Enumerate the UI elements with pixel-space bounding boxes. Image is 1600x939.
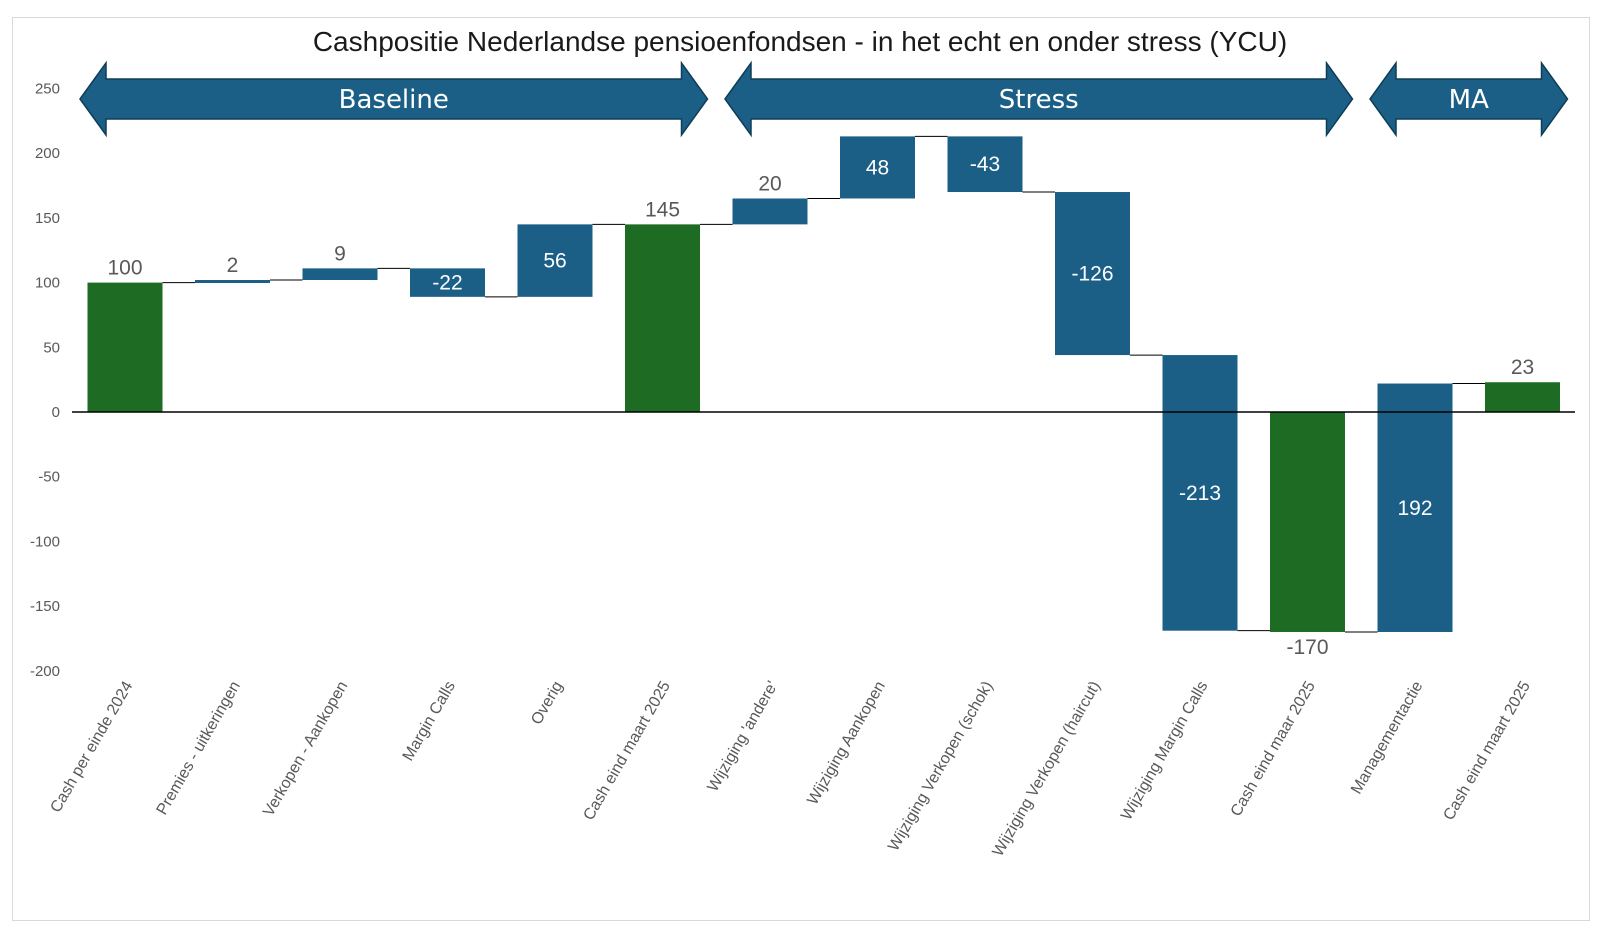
y-axis: 250 200 150 100 50 0 -50 -100 -150 -200 — [30, 81, 60, 680]
total-bar — [1485, 382, 1560, 412]
category-label: Premies - uitkeringen — [154, 679, 244, 818]
data-label: -213 — [1179, 482, 1221, 505]
total-bar — [87, 282, 163, 412]
y-tick-label: 50 — [43, 339, 60, 356]
total-bar — [1270, 412, 1345, 632]
y-tick-label: -200 — [30, 663, 60, 680]
phase-arrow — [1369, 60, 1569, 138]
delta-bar — [840, 136, 915, 199]
category-label: Wijziging 'andere' — [705, 679, 782, 795]
y-tick-label: 100 — [35, 275, 60, 292]
data-label: 48 — [866, 156, 889, 179]
delta-bar — [732, 198, 808, 225]
delta-bar — [517, 224, 593, 297]
category-label: Wijziging Aankopen — [804, 679, 889, 808]
data-label: -170 — [1286, 636, 1328, 659]
y-tick-label: 250 — [35, 81, 60, 98]
delta-bar — [1377, 383, 1453, 632]
phase-label: Stress — [999, 85, 1079, 115]
connectors — [162, 135, 1485, 633]
delta-bar — [1055, 192, 1130, 356]
data-label: 56 — [543, 250, 566, 273]
chart-title: Cashpositie Nederlandse pensioenfondsen … — [312, 26, 1288, 57]
delta-bar — [410, 268, 485, 297]
category-label: Wijziging Verkopen (schok) — [885, 679, 996, 855]
y-tick-label: -100 — [30, 533, 60, 550]
phase-label: MA — [1449, 85, 1489, 115]
category-label: Verkopen - Aankopen — [260, 679, 351, 820]
phase-arrows: Baseline Stress MA — [79, 60, 1569, 138]
bars — [87, 136, 1560, 632]
phase-arrow — [724, 60, 1354, 138]
data-label: 20 — [758, 172, 781, 195]
category-label: Overig — [528, 679, 566, 728]
y-tick-label: 0 — [52, 404, 60, 421]
category-label: Cash eind maart 2025 — [1441, 678, 1534, 823]
delta-bar — [302, 268, 378, 281]
y-tick-label: -50 — [38, 469, 60, 486]
phase-label: Baseline — [339, 85, 449, 115]
data-label: 23 — [1511, 356, 1534, 379]
y-tick-label: 200 — [35, 145, 60, 162]
category-label: Wijziging Verkopen (haircut) — [990, 679, 1104, 860]
category-label: Margin Calls — [400, 679, 459, 765]
data-label: -43 — [970, 153, 1000, 176]
delta-bar — [947, 136, 1023, 193]
x-axis: Cash per einde 2024 Premies - uitkeringen… — [47, 678, 1534, 859]
value-labels: 100 2 9 -22 56 145 20 48 -43 -126 -213 -170 192 23 — [107, 153, 1534, 659]
y-tick-label: -150 — [30, 598, 60, 615]
category-label: Cash eind maar 2025 — [1228, 678, 1319, 819]
phase-arrow — [79, 60, 709, 138]
delta-bar — [1162, 355, 1238, 631]
category-label: Wijziging Margin Calls — [1118, 679, 1211, 824]
data-label: 100 — [107, 257, 142, 280]
data-label: 9 — [334, 242, 346, 265]
category-label: Managementactie — [1348, 678, 1426, 797]
delta-bar — [195, 280, 270, 284]
data-label: -126 — [1071, 263, 1113, 286]
data-label: -22 — [432, 272, 462, 295]
total-bar — [625, 224, 700, 412]
category-label: Cash eind maart 2025 — [581, 678, 674, 823]
category-label: Cash per einde 2024 — [47, 678, 136, 815]
data-label: 2 — [227, 254, 239, 277]
y-tick-label: 150 — [35, 210, 60, 227]
data-label: 192 — [1397, 497, 1432, 520]
data-label: 145 — [645, 198, 680, 221]
